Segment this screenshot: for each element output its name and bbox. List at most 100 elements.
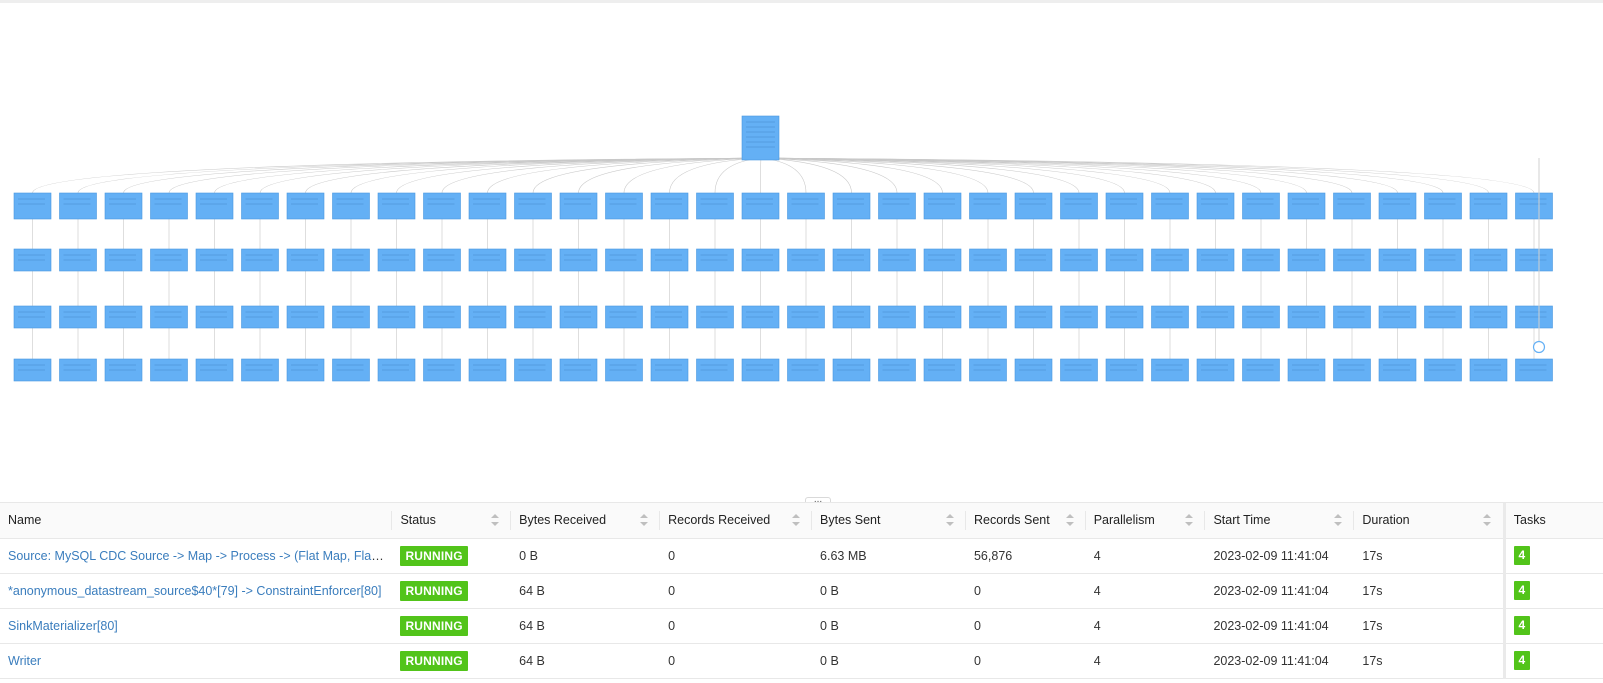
graph-node[interactable] [1378, 192, 1417, 220]
cell-duration: 17s [1354, 608, 1505, 644]
cell-status: RUNNING [392, 573, 512, 609]
cell-parallelism: 4 [1085, 538, 1206, 574]
sort-icon[interactable] [640, 514, 649, 526]
tasks-badge[interactable]: 4 [1513, 546, 1530, 565]
graph-edge [396, 157, 762, 194]
graph-node[interactable] [1515, 192, 1553, 220]
graph-node[interactable] [1105, 192, 1144, 220]
table-header-row: Name Status Bytes Received Records Recei… [0, 503, 1603, 539]
graph-node[interactable] [1287, 192, 1326, 220]
cell-records-sent: 0 [965, 573, 1086, 609]
graph-node[interactable] [696, 192, 734, 220]
graph-root-node[interactable] [741, 115, 780, 161]
graph-node[interactable] [423, 192, 461, 220]
cell-records-received: 0 [660, 573, 813, 609]
cell-start-time: 2023-02-09 11:41:04 [1205, 643, 1355, 679]
graph-node[interactable] [59, 192, 97, 220]
cell-bytes-sent: 6.63 MB [812, 538, 966, 574]
graph-edge [350, 157, 762, 194]
graph-node[interactable] [878, 192, 916, 220]
graph-node[interactable] [741, 192, 780, 220]
graph-node[interactable] [104, 192, 143, 220]
graph-node[interactable] [241, 192, 279, 220]
sort-icon[interactable] [1482, 514, 1491, 526]
sort-icon[interactable] [491, 514, 500, 526]
graph-scroll-handle [1532, 340, 1546, 354]
graph-node[interactable] [1151, 192, 1189, 220]
cell-bytes-sent: 0 B [812, 573, 966, 609]
vertex-name-link[interactable]: Source: MySQL CDC Source -> Map -> Proce… [8, 548, 392, 563]
graph-node[interactable] [286, 192, 325, 220]
vertex-name-link[interactable]: *anonymous_datastream_source$40*[79] -> … [8, 583, 382, 598]
cell-bytes-sent: 0 B [812, 608, 966, 644]
graph-edge [760, 157, 1034, 194]
graph-edge [760, 157, 1262, 194]
graph-node[interactable] [969, 192, 1007, 220]
job-graph-svg[interactable] [0, 3, 1603, 493]
vertex-name-link[interactable]: SinkMaterializer[80] [8, 618, 118, 633]
graph-node[interactable] [1333, 192, 1371, 220]
graph-node[interactable] [332, 192, 370, 220]
column-header-records-received[interactable]: Records Received [660, 503, 813, 539]
table-row[interactable]: Source: MySQL CDC Source -> Map -> Proce… [0, 538, 1603, 574]
cell-start-time: 2023-02-09 11:41:04 [1205, 608, 1355, 644]
graph-node[interactable] [650, 192, 689, 220]
graph-node[interactable] [1242, 192, 1280, 220]
graph-node[interactable] [514, 192, 552, 220]
tasks-badge[interactable]: 4 [1513, 616, 1530, 635]
cell-duration: 17s [1354, 573, 1505, 609]
cell-start-time: 2023-02-09 11:41:04 [1205, 538, 1355, 574]
graph-node[interactable] [605, 192, 643, 220]
graph-node[interactable] [468, 192, 507, 220]
graph-edge [487, 157, 762, 194]
graph-edge [214, 157, 762, 194]
graph-edge [760, 157, 1444, 194]
cell-records-received: 0 [660, 643, 813, 679]
graph-node[interactable] [13, 192, 52, 220]
cell-start-time: 2023-02-09 11:41:04 [1205, 573, 1355, 609]
graph-edge [760, 157, 1080, 194]
graph-node[interactable] [1014, 192, 1053, 220]
column-header-status[interactable]: Status [392, 503, 512, 539]
tasks-badge[interactable]: 4 [1513, 581, 1530, 600]
graph-node[interactable] [923, 192, 962, 220]
column-header-bytes-received[interactable]: Bytes Received [511, 503, 661, 539]
graph-node[interactable] [1060, 192, 1098, 220]
sort-icon[interactable] [1334, 514, 1343, 526]
table-row[interactable]: *anonymous_datastream_source$40*[79] -> … [0, 573, 1603, 609]
graph-node[interactable] [832, 192, 871, 220]
sort-icon[interactable] [1185, 514, 1194, 526]
job-graph-canvas[interactable] [0, 3, 1603, 493]
graph-edge [760, 157, 1489, 194]
cell-name: Writer [0, 643, 393, 679]
column-header-records-sent[interactable]: Records Sent [965, 503, 1086, 539]
column-header-duration[interactable]: Duration [1354, 503, 1505, 539]
sort-icon[interactable] [792, 514, 801, 526]
cell-records-received: 0 [660, 608, 813, 644]
column-header-name: Name [0, 503, 393, 539]
graph-node[interactable] [377, 192, 416, 220]
cell-parallelism: 4 [1085, 643, 1206, 679]
column-header-start-time[interactable]: Start Time [1205, 503, 1355, 539]
sort-icon[interactable] [945, 514, 954, 526]
graph-node[interactable] [150, 192, 188, 220]
graph-node[interactable] [559, 192, 598, 220]
column-header-parallelism[interactable]: Parallelism [1085, 503, 1206, 539]
graph-node[interactable] [1469, 192, 1508, 220]
graph-node[interactable] [1196, 192, 1235, 220]
cell-bytes-received: 64 B [511, 608, 661, 644]
cell-bytes-received: 0 B [511, 538, 661, 574]
graph-node[interactable] [195, 192, 234, 220]
cell-tasks: 4 [1502, 608, 1603, 644]
vertex-name-link[interactable]: Writer [8, 653, 42, 668]
graph-node[interactable] [1424, 192, 1462, 220]
graph-edge [441, 157, 762, 194]
graph-node[interactable] [787, 192, 825, 220]
tasks-badge[interactable]: 4 [1513, 651, 1530, 670]
cell-name: *anonymous_datastream_source$40*[79] -> … [0, 573, 393, 609]
sort-icon[interactable] [1065, 514, 1074, 526]
column-header-bytes-sent[interactable]: Bytes Sent [812, 503, 966, 539]
status-badge: RUNNING [400, 545, 468, 566]
